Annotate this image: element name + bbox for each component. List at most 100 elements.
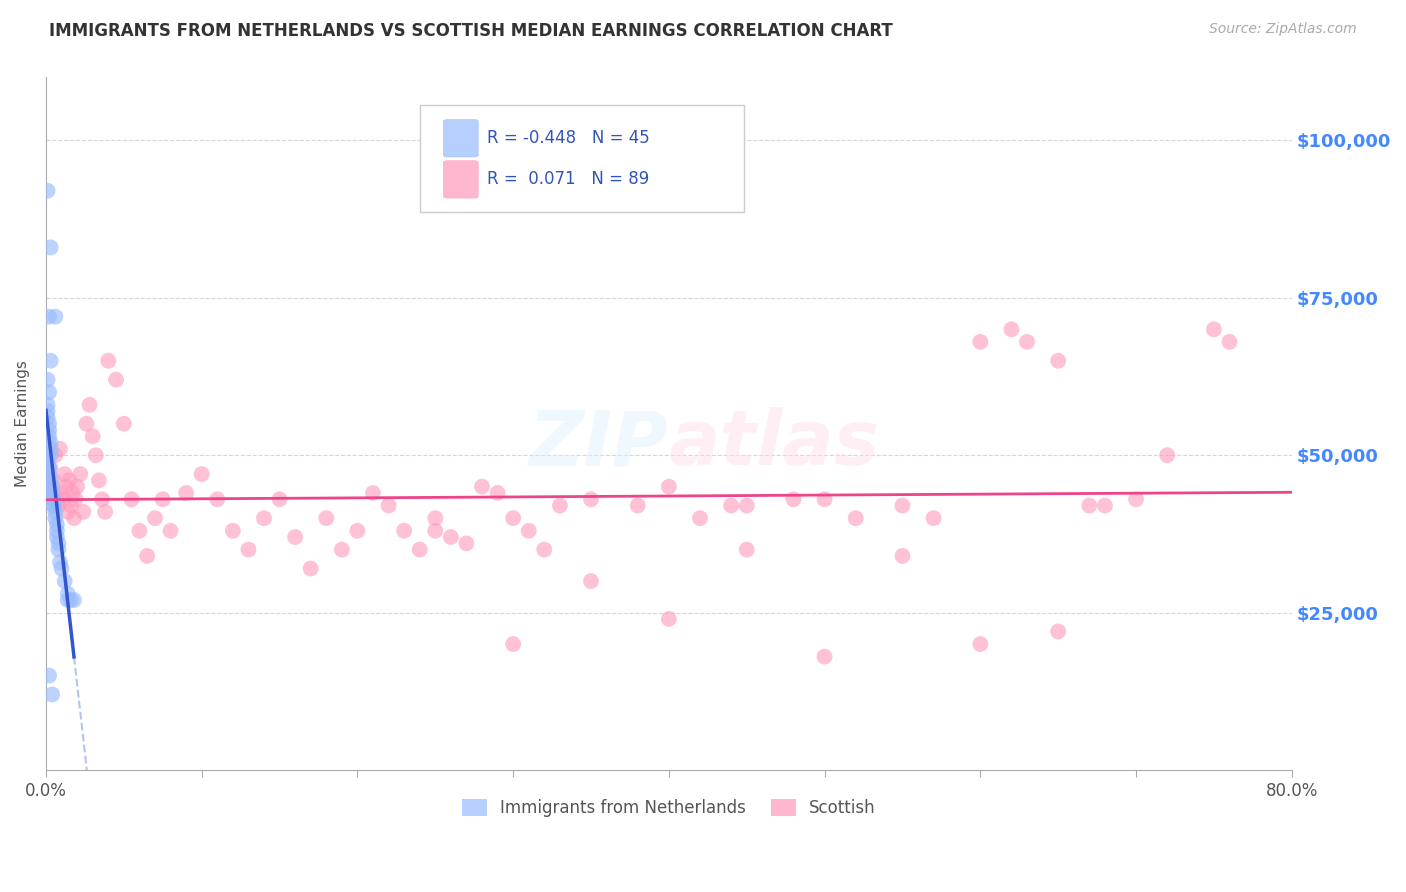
Text: R =  0.071   N = 89: R = 0.071 N = 89: [486, 170, 650, 188]
Point: [37, 373, 59, 387]
Point: [39, 435, 62, 450]
Point: [42, 499, 65, 513]
Point: [75, 417, 97, 431]
FancyBboxPatch shape: [443, 120, 478, 157]
Point: [502, 637, 524, 651]
Point: [39, 460, 62, 475]
Point: [59, 499, 82, 513]
Point: [63, 593, 86, 607]
Point: [456, 536, 478, 550]
Point: [39, 448, 62, 462]
Text: R = -0.448   N = 45: R = -0.448 N = 45: [486, 129, 650, 147]
Point: [1047, 353, 1070, 368]
Point: [548, 499, 571, 513]
Point: [56, 587, 79, 601]
Point: [39, 480, 62, 494]
FancyBboxPatch shape: [443, 161, 478, 198]
Point: [41, 486, 63, 500]
Point: [44, 310, 66, 324]
Point: [44, 505, 66, 519]
Point: [735, 542, 758, 557]
Point: [392, 524, 415, 538]
Point: [53, 574, 76, 588]
Point: [845, 511, 868, 525]
Point: [94, 505, 117, 519]
Point: [425, 511, 447, 525]
Point: [37, 410, 59, 425]
Point: [1202, 322, 1225, 336]
Point: [65, 492, 87, 507]
Point: [38, 429, 60, 443]
Point: [82, 429, 104, 443]
Point: [48, 542, 70, 557]
Point: [37, 467, 59, 481]
Point: [42, 492, 65, 507]
Point: [62, 486, 84, 500]
Point: [174, 486, 197, 500]
Point: [1156, 448, 1178, 462]
Point: [69, 467, 91, 481]
Point: [45, 492, 67, 507]
Point: [87, 474, 110, 488]
Point: [891, 549, 914, 563]
Point: [121, 492, 143, 507]
Point: [39, 474, 62, 488]
Point: [361, 486, 384, 500]
FancyBboxPatch shape: [420, 105, 744, 212]
Point: [49, 442, 72, 456]
Point: [579, 492, 602, 507]
Point: [112, 417, 135, 431]
Point: [45, 517, 67, 532]
Point: [207, 492, 229, 507]
Point: [579, 574, 602, 588]
Point: [44, 448, 66, 462]
Point: [253, 511, 276, 525]
Point: [41, 688, 63, 702]
Point: [56, 593, 79, 607]
Point: [66, 480, 89, 494]
Y-axis label: Median Earnings: Median Earnings: [15, 360, 30, 487]
Point: [377, 499, 399, 513]
Point: [502, 511, 524, 525]
Point: [39, 442, 62, 456]
Point: [627, 499, 650, 513]
Point: [56, 505, 79, 519]
Point: [51, 561, 73, 575]
Point: [59, 593, 82, 607]
Point: [42, 499, 65, 513]
Point: [45, 524, 67, 538]
Point: [425, 524, 447, 538]
Text: Source: ZipAtlas.com: Source: ZipAtlas.com: [1209, 22, 1357, 37]
Point: [48, 536, 70, 550]
Point: [44, 511, 66, 525]
Text: atlas: atlas: [669, 408, 880, 482]
Point: [49, 555, 72, 569]
Point: [63, 511, 86, 525]
Point: [486, 486, 509, 500]
Point: [269, 492, 291, 507]
Point: [39, 353, 62, 368]
Point: [37, 448, 59, 462]
Point: [38, 417, 60, 431]
Point: [533, 542, 555, 557]
Point: [38, 480, 60, 494]
Point: [41, 486, 63, 500]
Point: [720, 499, 742, 513]
Point: [315, 511, 337, 525]
Point: [813, 649, 835, 664]
Point: [55, 480, 77, 494]
Point: [143, 511, 166, 525]
Point: [159, 524, 181, 538]
Point: [969, 637, 991, 651]
Point: [735, 499, 758, 513]
Point: [1047, 624, 1070, 639]
Point: [37, 454, 59, 468]
Point: [37, 398, 59, 412]
Point: [136, 549, 159, 563]
Point: [658, 480, 681, 494]
Point: [38, 460, 60, 475]
Point: [922, 511, 945, 525]
Legend: Immigrants from Netherlands, Scottish: Immigrants from Netherlands, Scottish: [456, 792, 883, 824]
Point: [190, 467, 212, 481]
Point: [38, 310, 60, 324]
